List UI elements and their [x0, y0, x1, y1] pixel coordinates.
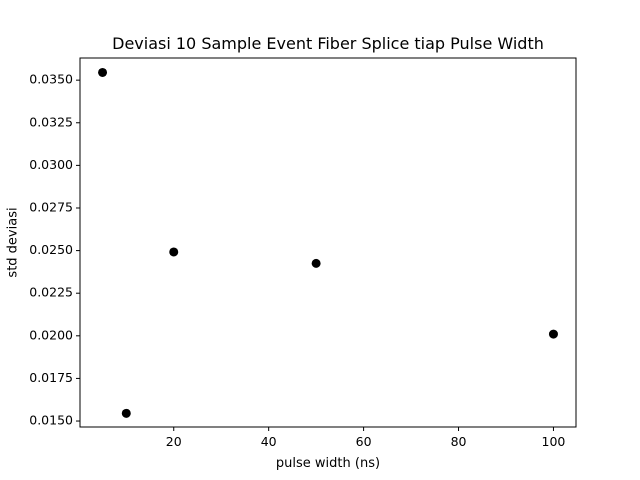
data-points: [98, 67, 558, 418]
y-tick-label: 0.0225: [29, 285, 73, 300]
data-point: [98, 67, 108, 77]
x-tick-label: 40: [261, 434, 277, 449]
x-axis-label: pulse width (ns): [276, 456, 380, 471]
x-tick-label: 20: [166, 434, 182, 449]
y-tick-label: 0.0275: [29, 199, 73, 214]
y-tick-label: 0.0350: [29, 72, 73, 87]
x-tick-label: 60: [356, 434, 372, 449]
data-point: [169, 247, 179, 257]
x-tick-label: 80: [451, 434, 467, 449]
y-tick-label: 0.0200: [29, 327, 73, 342]
y-tick-label: 0.0325: [29, 114, 73, 129]
y-tick-label: 0.0150: [29, 413, 73, 428]
x-tick-label: 100: [542, 434, 566, 449]
y-tick-label: 0.0175: [29, 370, 73, 385]
axis-ticks: 20 40 60 80 100 0.0150 0.0175 0.0200 0.0225 0.025…: [29, 72, 565, 449]
data-point: [121, 408, 131, 418]
data-point: [548, 329, 558, 339]
y-tick-label: 0.0250: [29, 242, 73, 257]
data-point: [311, 258, 321, 268]
y-tick-label: 0.0300: [29, 157, 73, 172]
chart-title: Deviasi 10 Sample Event Fiber Splice tia…: [112, 34, 544, 53]
y-axis-label: std deviasi: [6, 207, 21, 277]
plot-frame: [79, 57, 577, 428]
